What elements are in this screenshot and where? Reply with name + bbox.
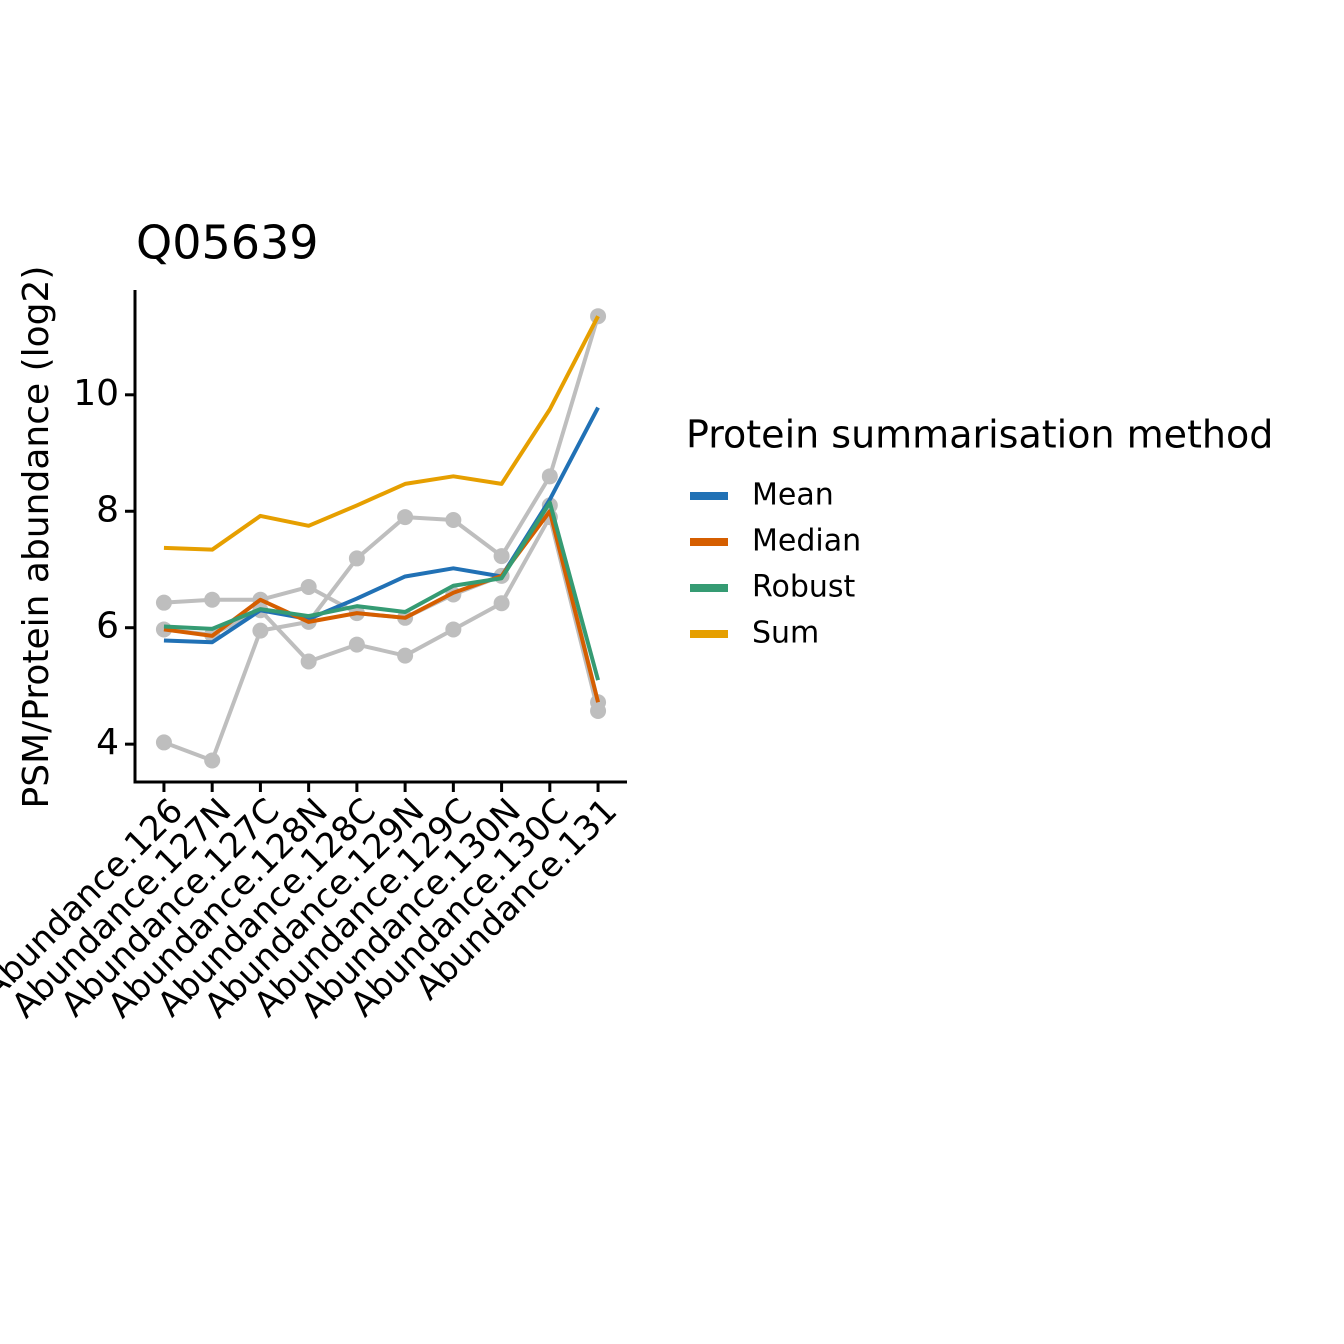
psm-point bbox=[397, 647, 414, 664]
legend-label: Robust bbox=[752, 570, 856, 605]
y-tick-label: 6 bbox=[96, 606, 119, 647]
legend-label: Median bbox=[752, 524, 861, 559]
psm-point bbox=[493, 595, 510, 612]
psm-point bbox=[493, 548, 510, 565]
psm-point bbox=[155, 734, 172, 751]
psm-point bbox=[348, 550, 365, 567]
series-line bbox=[163, 500, 600, 681]
legend-title: Protein summarisation method bbox=[686, 413, 1273, 457]
legend-label: Mean bbox=[752, 478, 834, 513]
psm-point bbox=[590, 702, 607, 719]
psm-point bbox=[155, 594, 172, 611]
y-axis-label: PSM/Protein abundance (log2) bbox=[16, 266, 57, 809]
chart-title: Q05639 bbox=[136, 216, 319, 270]
series-line bbox=[163, 315, 600, 552]
psm-point bbox=[541, 468, 558, 485]
psm-point bbox=[252, 622, 269, 639]
psm-point bbox=[397, 509, 414, 526]
psm-point bbox=[204, 752, 221, 769]
y-tick-label: 8 bbox=[96, 489, 119, 530]
y-tick-label: 10 bbox=[73, 373, 119, 414]
psm-point bbox=[445, 621, 462, 638]
psm-line bbox=[163, 515, 600, 712]
psm-point bbox=[204, 591, 221, 608]
y-tick-label: 4 bbox=[96, 722, 119, 763]
psm-point bbox=[445, 511, 462, 528]
legend-label: Sum bbox=[752, 616, 819, 651]
psm-point bbox=[300, 578, 317, 595]
psm-point bbox=[300, 653, 317, 670]
psm-point bbox=[348, 636, 365, 653]
psm-line bbox=[163, 315, 600, 763]
